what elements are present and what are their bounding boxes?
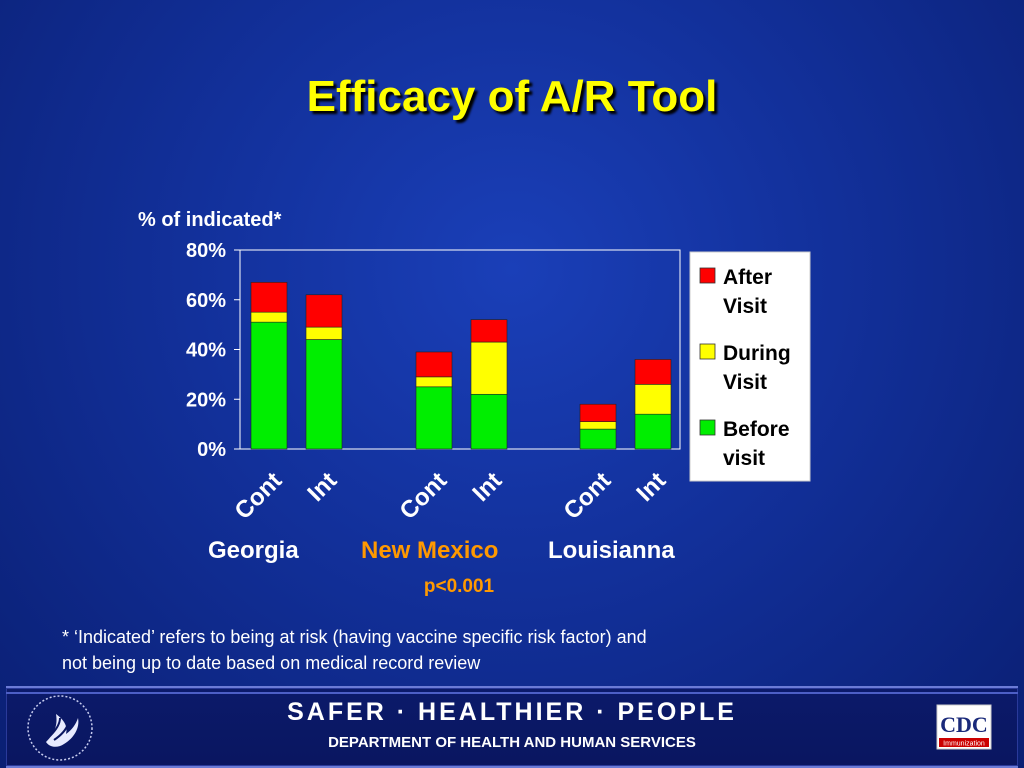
footnote: * ‘Indicated’ refers to being at risk (h… [62, 624, 822, 676]
legend-label: After [723, 266, 772, 289]
footnote-line-2: not being up to date based on medical re… [62, 653, 481, 673]
legend-swatch [699, 343, 716, 360]
bar-segment [634, 384, 672, 415]
bar-segment [634, 359, 672, 385]
group-label: Louisianna [548, 537, 675, 564]
footer-stripe [6, 692, 1018, 694]
stacked-bar-chart: 0% 20% 40% 60% 80% % of indicated* Cont Int Cont… [138, 209, 811, 597]
legend-label: Visit [723, 371, 767, 394]
group-label: Georgia [208, 537, 299, 564]
bar-segment [470, 393, 508, 450]
x-tick-label: Cont [559, 467, 617, 525]
bar-segment [250, 282, 288, 313]
x-tick-label: Cont [395, 467, 453, 525]
x-tick-label: Int [302, 467, 342, 507]
group-label: New Mexico [361, 537, 498, 564]
bar-segment [250, 311, 288, 323]
y-tick-label: 20% [186, 389, 226, 411]
bar-segment [415, 351, 453, 378]
bar-segment [305, 294, 343, 328]
bar-segment [305, 339, 343, 450]
legend-swatch [699, 267, 716, 284]
bar-segment [579, 421, 617, 430]
cdc-logo-text: CDC [940, 712, 988, 737]
slide-title: Efficacy of A/R Tool [306, 72, 718, 121]
bar-segment [579, 403, 617, 422]
cdc-logo-icon: CDC Immunization [936, 704, 992, 750]
bar-segment [250, 321, 288, 450]
x-tick-label: Int [467, 467, 507, 507]
footnote-line-1: * ‘Indicated’ refers to being at risk (h… [62, 627, 647, 647]
x-tick-label: Int [631, 467, 671, 507]
p-value-annotation: p<0.001 [424, 576, 495, 597]
legend-swatch [699, 419, 716, 436]
footer-tagline: SAFER · HEALTHIER · PEOPLE [287, 698, 737, 726]
bar-segment [415, 376, 453, 388]
y-tick-label: 80% [186, 240, 226, 262]
legend-box [689, 251, 811, 482]
footer-department: DEPARTMENT OF HEALTH AND HUMAN SERVICES [328, 734, 696, 751]
bar-segment [415, 386, 453, 450]
x-tick-label: Cont [230, 467, 288, 525]
y-tick-label: 40% [186, 340, 226, 362]
legend-label: Before [723, 418, 790, 441]
y-axis-label: % of indicated* [138, 209, 282, 231]
bar-segment [634, 413, 672, 450]
y-tick-label: 60% [186, 290, 226, 312]
legend-label: visit [723, 447, 765, 470]
legend-label: Visit [723, 295, 767, 318]
bar-segment [579, 428, 617, 450]
bar-segment [470, 319, 508, 343]
bar-segment [305, 326, 343, 340]
y-tick-label: 0% [197, 439, 226, 461]
bar-segment [470, 341, 508, 395]
footer-banner [6, 686, 1018, 768]
cdc-logo-subtext: Immunization [943, 741, 985, 748]
hhs-eagle-logo-icon [27, 695, 93, 761]
legend-label: During [723, 342, 791, 365]
